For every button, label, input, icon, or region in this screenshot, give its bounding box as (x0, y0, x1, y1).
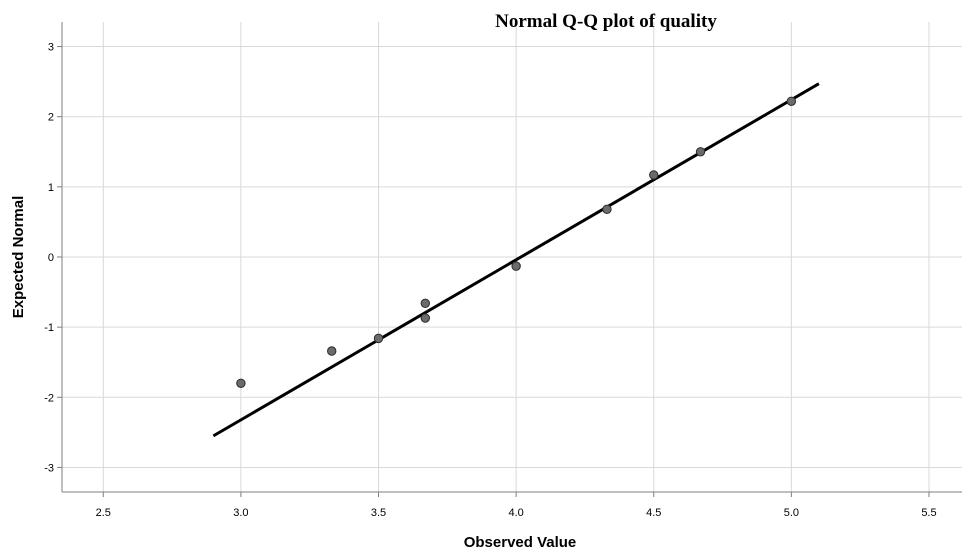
reference-line (212, 82, 820, 438)
y-axis-label: Expected Normal (10, 196, 27, 319)
y-tick-label: -3 (44, 462, 54, 474)
data-point (786, 96, 797, 106)
x-tick-label: 2.5 (96, 507, 111, 519)
x-tick-label: 5.0 (784, 507, 799, 519)
x-tick-label: 4.5 (646, 507, 661, 519)
data-point (649, 170, 659, 180)
data-points (236, 96, 797, 388)
x-tick-label: 3.0 (233, 507, 248, 519)
data-point (695, 147, 706, 157)
data-point (373, 333, 384, 344)
data-point (602, 204, 612, 214)
data-point (236, 378, 246, 388)
x-tick-label: 3.5 (371, 507, 386, 519)
y-tick-label: 3 (48, 42, 54, 54)
data-point (327, 346, 337, 356)
y-tick-label: 0 (48, 252, 54, 264)
y-tick-labels: 3 2 1 0 -1 -2 -3 (44, 42, 62, 474)
reference-line-layer (212, 82, 820, 438)
data-point (511, 261, 521, 271)
grid-layer (62, 22, 962, 492)
y-tick-label: 1 (48, 182, 54, 194)
y-tick-label: -2 (44, 392, 54, 404)
x-axis-label: Observed Value (464, 534, 577, 550)
data-point (420, 313, 431, 323)
x-tick-labels: 2.5 3.0 3.5 4.0 4.5 5.0 5.5 (96, 492, 937, 519)
chart-title: Normal Q-Q plot of quality (495, 11, 717, 32)
data-point (420, 298, 431, 308)
y-tick-label: -1 (44, 322, 54, 334)
y-tick-label: 2 (48, 112, 54, 124)
x-tick-label: 5.5 (921, 507, 936, 519)
x-tick-label: 4.0 (508, 507, 523, 519)
